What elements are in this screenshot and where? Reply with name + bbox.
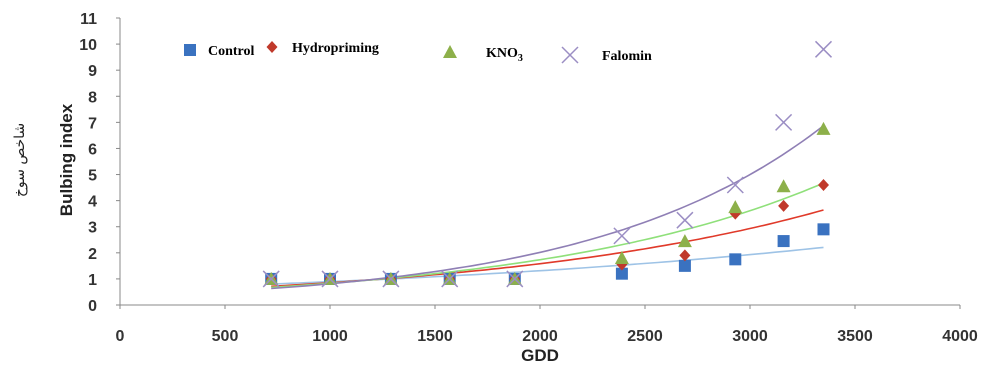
y-tick-label: 6	[88, 141, 97, 158]
x-tick-label: 2500	[627, 328, 663, 345]
x-tick-label: 3000	[732, 328, 768, 345]
data-point-falomin	[321, 270, 339, 288]
data-point-falomin	[262, 270, 280, 288]
legend-label: Control	[208, 44, 255, 59]
x-tick-label: 4000	[942, 328, 978, 345]
y-tick-label: 5	[88, 168, 97, 185]
y-tick-label: 10	[79, 37, 97, 54]
data-point-control	[615, 267, 628, 280]
y-tick-label: 1	[88, 272, 97, 289]
y-tick-label: 11	[80, 11, 97, 28]
data-point-falomin	[814, 40, 833, 58]
data-point-kno	[728, 200, 743, 214]
data-point-hydropriming	[679, 249, 691, 262]
x-tick-label: 2000	[522, 328, 558, 345]
x-tick-label: 0	[116, 328, 125, 345]
data-point-falomin	[726, 176, 744, 194]
data-point-falomin	[382, 270, 400, 288]
y-tick-label: 2	[88, 246, 97, 263]
data-point-falomin	[676, 211, 694, 229]
series-hydropriming	[265, 178, 829, 285]
series-control	[265, 223, 830, 285]
x-tick-label: 3500	[837, 328, 873, 345]
y-axis-title: Bulbing index	[57, 103, 76, 216]
legend-marker-hydropriming	[266, 41, 278, 53]
legend-entry-kno: KNO3	[443, 45, 523, 64]
trendlines	[271, 125, 824, 290]
trendline-falomin	[271, 125, 824, 290]
y-tick-label: 4	[88, 194, 97, 211]
y-axis-title-secondary: شاخص سوخ	[12, 123, 28, 197]
data-point-control	[777, 235, 790, 248]
legend-label: Falomin	[602, 49, 652, 64]
data-point-falomin	[441, 270, 459, 288]
y-tick-label: 3	[88, 220, 97, 237]
series-kno	[264, 121, 831, 285]
legend-marker-kno	[443, 45, 457, 58]
x-tick-label: 1500	[417, 328, 453, 345]
legend-marker-control	[184, 44, 196, 56]
legend-entry-falomin: Falomin	[561, 46, 652, 64]
trendline-control	[271, 246, 824, 285]
legend-label: KNO3	[486, 46, 523, 64]
data-point-control	[729, 253, 742, 266]
data-point-falomin	[775, 113, 793, 131]
data-point-kno	[776, 179, 791, 193]
data-point-falomin	[613, 227, 631, 245]
trendline-kno	[271, 182, 824, 289]
x-ticks: 0 500 1000 1500 2000 2500 3000 3500 4000	[116, 305, 978, 345]
data-points	[262, 40, 833, 288]
data-point-control	[817, 223, 830, 236]
legend-label: Hydropriming	[292, 41, 379, 56]
data-point-kno	[614, 251, 629, 265]
y-tick-label: 8	[88, 89, 97, 106]
legend-entry-hydropriming: Hydropriming	[266, 41, 379, 56]
data-point-falomin	[506, 270, 524, 288]
x-axis-title: GDD	[521, 346, 559, 365]
data-point-hydropriming	[818, 178, 829, 191]
legend: Control Hydropriming KNO3 Falomin	[184, 41, 652, 64]
y-tick-label: 0	[88, 298, 97, 315]
data-point-control	[678, 259, 691, 272]
data-point-hydropriming	[778, 199, 790, 212]
legend-entry-control: Control	[184, 44, 255, 59]
trendline-hydropriming	[271, 209, 824, 288]
y-ticks: 0 1 2 3 4 5 6 7 8 9 10 11	[79, 11, 120, 315]
y-tick-label: 7	[88, 115, 97, 132]
x-tick-label: 500	[212, 328, 239, 345]
axes	[119, 18, 960, 306]
data-point-kno	[677, 234, 692, 248]
x-tick-label: 1000	[312, 328, 348, 345]
series-falomin	[262, 40, 833, 288]
data-point-kno	[816, 121, 831, 135]
y-tick-label: 9	[88, 63, 97, 80]
legend-marker-falomin	[561, 46, 579, 64]
